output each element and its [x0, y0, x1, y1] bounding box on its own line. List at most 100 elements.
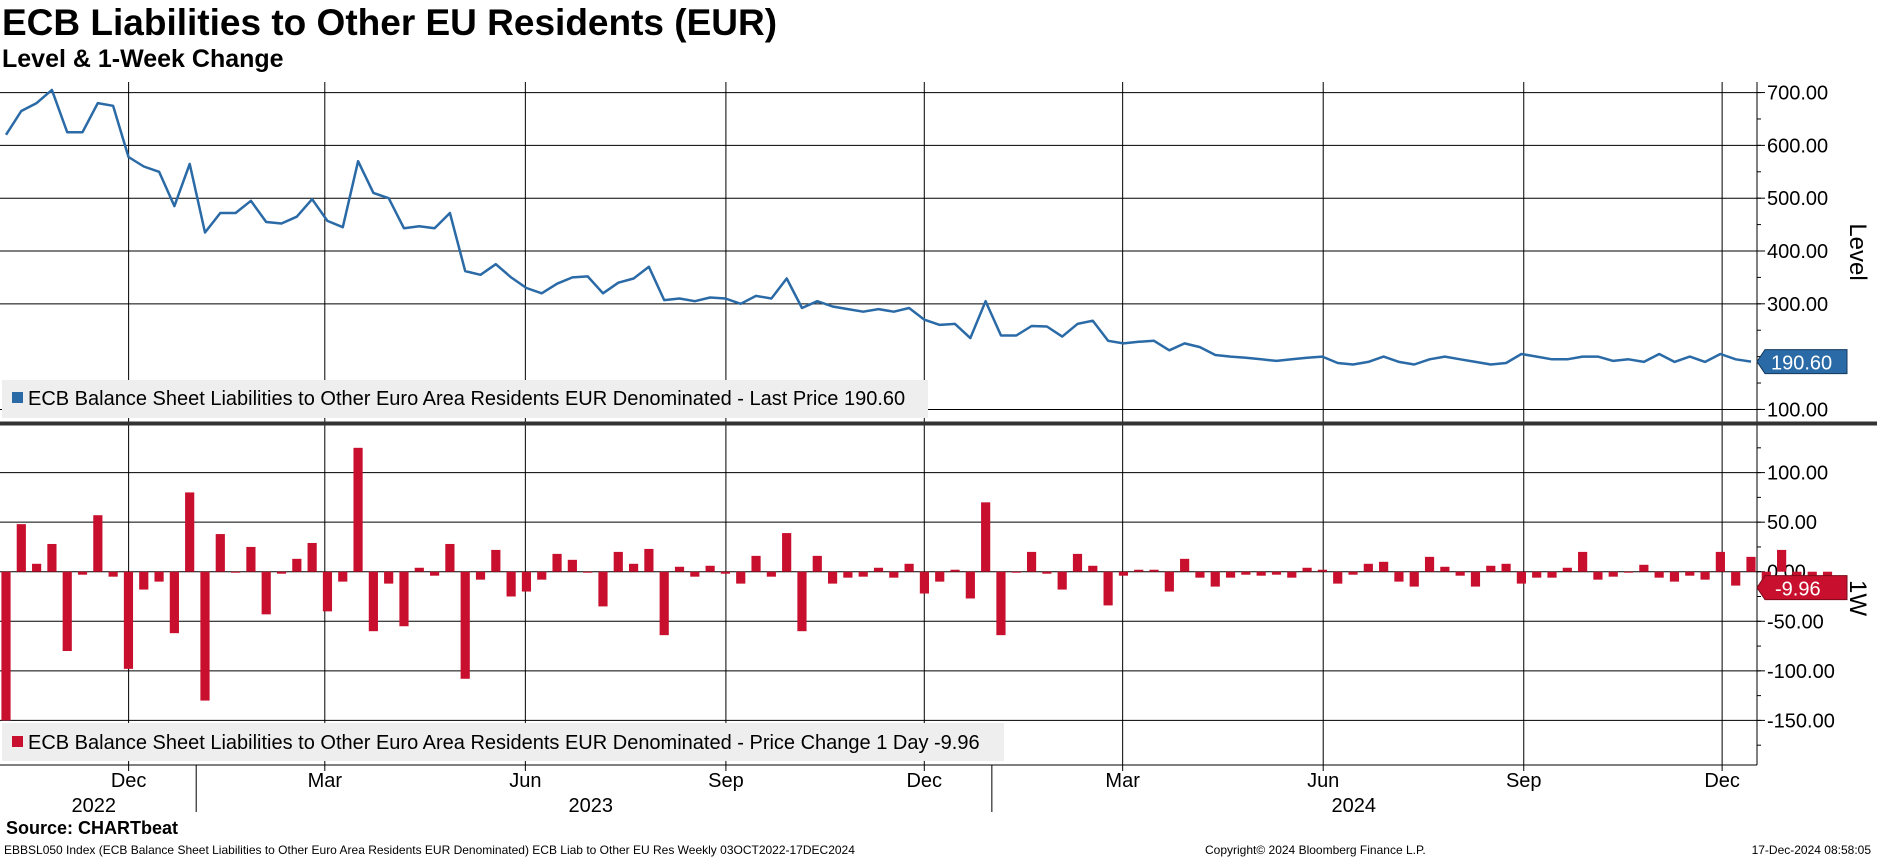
x-tick-label: Dec: [906, 770, 942, 792]
change-bar: [62, 571, 72, 652]
change-bar: [705, 565, 715, 572]
change-bar: [32, 563, 42, 572]
change-bar: [338, 571, 348, 582]
change-bar: [1470, 571, 1481, 587]
change-bar: [598, 571, 608, 607]
change-bar: [1, 571, 11, 721]
change-bar: [950, 569, 960, 572]
change-bar: [1287, 571, 1297, 578]
y-axis-title-level: Level: [1844, 223, 1871, 280]
change-bar: [1042, 571, 1052, 574]
change-bar: [644, 548, 654, 572]
x-tick-label: Dec: [1704, 770, 1740, 792]
change-bar: [674, 566, 685, 572]
change-bar: [123, 571, 134, 669]
change-bar: [384, 571, 394, 584]
change-bar: [1486, 565, 1496, 572]
change-bar: [981, 502, 991, 572]
change-bar: [47, 543, 57, 572]
change-bar: [1685, 571, 1695, 576]
change-bar: [812, 555, 822, 572]
change-bar: [736, 571, 746, 584]
change-bar: [108, 571, 118, 577]
change-bar: [1547, 571, 1557, 578]
change-bar: [751, 555, 761, 572]
footer-copyright: Copyright© 2024 Bloomberg Finance L.P.: [1205, 843, 1426, 857]
legend-change-swatch: [12, 736, 23, 747]
change-bar: [1532, 571, 1542, 578]
change-bar: [1424, 556, 1435, 572]
legend-level: ECB Balance Sheet Liabilities to Other E…: [2, 380, 928, 418]
change-bar: [231, 571, 241, 573]
change-bar: [659, 571, 669, 636]
change-bar: [1333, 571, 1343, 584]
change-bar: [782, 533, 792, 572]
y-tick-label-level: 400.00: [1767, 241, 1828, 263]
x-tick-label: Sep: [1506, 770, 1542, 792]
change-bar: [537, 571, 547, 580]
change-bar: [1164, 571, 1174, 592]
change-bar: [889, 571, 899, 578]
footer-description: EBBSL050 Index (ECB Balance Sheet Liabil…: [4, 843, 855, 857]
change-bar: [1654, 571, 1664, 578]
change-bar: [1715, 551, 1725, 572]
change-bar: [1363, 563, 1373, 572]
y-tick-label-change: -150.00: [1767, 710, 1835, 732]
year-label: 2022: [71, 795, 116, 817]
y-tick-label-level: 500.00: [1767, 188, 1828, 210]
change-bar: [445, 543, 455, 572]
x-tick-label: Mar: [308, 770, 343, 792]
y-axis-title-change: 1W: [1844, 580, 1871, 616]
change-bar: [475, 571, 486, 580]
legend-level-bg: [2, 380, 928, 418]
change-bar: [506, 571, 516, 597]
change-bar: [1700, 571, 1710, 580]
footer-timestamp: 17-Dec-2024 08:58:05: [1751, 843, 1871, 857]
change-bar: [583, 571, 593, 573]
change-bar: [720, 571, 731, 574]
change-bar: [935, 571, 945, 582]
change-bar: [521, 571, 532, 592]
change-bar: [1088, 565, 1098, 572]
change-bar: [307, 542, 317, 572]
change-bar: [1072, 553, 1083, 572]
x-tick-label: Sep: [708, 770, 744, 792]
change-bar: [1271, 571, 1282, 575]
change-bar: [185, 492, 195, 572]
change-bar: [215, 534, 225, 572]
change-bar: [1455, 571, 1465, 576]
change-bar: [873, 567, 884, 572]
change-bar: [139, 571, 149, 590]
change-bar: [1348, 571, 1358, 575]
y-tick-label-level: 700.00: [1767, 83, 1828, 105]
change-bar: [1210, 571, 1220, 587]
change-bar: [919, 571, 930, 594]
change-bar: [353, 447, 363, 572]
change-bar: [276, 571, 287, 574]
change-bar: [1057, 571, 1067, 590]
change-bar: [261, 571, 271, 615]
change-bar: [414, 567, 424, 572]
change-bar: [1379, 561, 1389, 572]
change-bar: [1317, 569, 1327, 572]
change-bar: [1777, 549, 1787, 572]
change-bar: [1731, 571, 1741, 586]
change-bar: [460, 571, 470, 679]
change-bar: [1608, 571, 1618, 577]
change-bar: [690, 571, 700, 577]
y-tick-label-level: 600.00: [1767, 135, 1828, 157]
change-bar: [843, 571, 853, 578]
change-bar: [904, 563, 914, 572]
change-bar: [1241, 571, 1251, 575]
change-bar: [1011, 571, 1021, 573]
change-bar: [1593, 571, 1603, 580]
year-label: 2024: [1331, 795, 1376, 817]
x-tick-label: Dec: [111, 770, 147, 792]
x-tick-label: Jun: [509, 770, 541, 792]
change-bar: [399, 571, 409, 627]
change-bar: [1134, 569, 1144, 572]
y-tick-label-level: 100.00: [1767, 399, 1828, 421]
legend-change-text: ECB Balance Sheet Liabilities to Other E…: [28, 732, 980, 754]
y-tick-label-change: 100.00: [1767, 463, 1828, 485]
legend-change: ECB Balance Sheet Liabilities to Other E…: [2, 723, 1004, 761]
